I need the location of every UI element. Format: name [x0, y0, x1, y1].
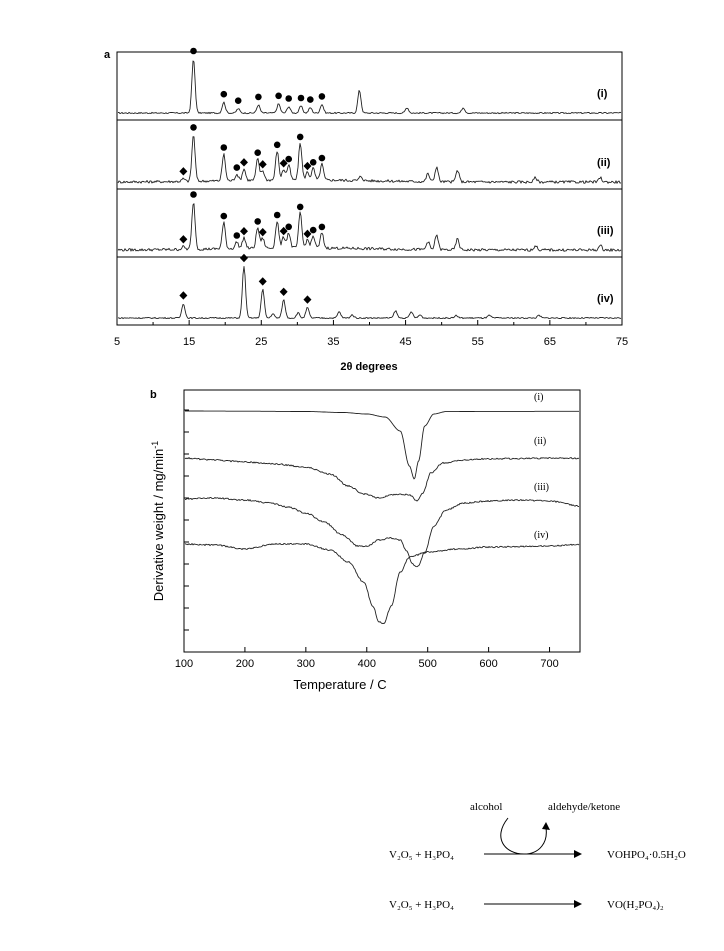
dtg-curve-line [184, 496, 580, 568]
circle-phase-marker [220, 212, 228, 220]
diamond-phase-marker [179, 291, 188, 300]
dtg-series-label: (iii) [534, 482, 549, 493]
circle-phase-marker [273, 141, 281, 149]
xrd-x-tick-label: 65 [544, 336, 556, 348]
xrd-pattern-line [117, 136, 622, 184]
circle-phase-marker [307, 96, 314, 103]
dtg-x-tick-label: 700 [540, 658, 558, 670]
diamond-phase-marker [258, 160, 267, 169]
dtg-panel: b (i) (ii) (iii) (iv) 100 200 300 400 500 600 700… [150, 389, 581, 692]
reaction-2-arrow-head [574, 900, 582, 908]
dtg-x-tick-label: 500 [419, 658, 437, 670]
reaction-1-product: VOHPO₄·0.5H₂O [607, 849, 686, 861]
circle-phase-marker [220, 90, 228, 98]
panel-letter-a: a [104, 49, 111, 61]
circle-phase-marker [275, 92, 282, 100]
circle-phase-marker [285, 155, 293, 163]
diamond-phase-marker [303, 229, 312, 239]
dtg-y-axis-label-superscript: -1 [150, 441, 160, 449]
circle-phase-marker [220, 144, 228, 151]
diamond-phase-marker [179, 235, 188, 244]
reaction-2-product: VO(H₂PO₄)₂ [607, 899, 664, 911]
circle-phase-marker [318, 93, 326, 100]
panel-letter-b: b [150, 389, 157, 401]
diamond-phase-marker [239, 226, 248, 236]
xrd-x-tick-label: 45 [399, 336, 411, 348]
diamond-phase-marker [258, 277, 267, 286]
diamond-phase-marker [303, 295, 312, 304]
diamond-phase-marker [303, 161, 312, 171]
xrd-pattern-line [117, 60, 622, 115]
circle-phase-marker [309, 226, 317, 234]
diamond-phase-marker [279, 226, 288, 236]
reaction-1-reactants: V₂O₅ + H₃PO₄ [389, 849, 454, 861]
diamond-phase-marker [179, 167, 188, 176]
dtg-x-tick-label: 100 [175, 658, 193, 670]
circle-phase-marker [254, 218, 261, 225]
circle-phase-marker [255, 93, 262, 101]
circle-phase-marker [273, 211, 281, 219]
dtg-x-tick-label: 200 [236, 658, 254, 670]
xrd-x-tick-label: 5 [114, 336, 120, 348]
dtg-curve-line [185, 410, 579, 480]
circle-phase-marker [318, 154, 326, 162]
dtg-x-tick-label: 300 [297, 658, 315, 670]
dtg-y-axis-label: Derivative weight / mg/min-1 [150, 441, 166, 601]
curved-arrow [500, 817, 547, 855]
dtg-x-tick-label: 400 [358, 658, 376, 670]
circle-phase-marker [318, 223, 326, 231]
diamond-phase-marker [239, 158, 248, 167]
dtg-series-label: (i) [534, 392, 543, 403]
diamond-phase-marker [239, 253, 248, 263]
circle-phase-marker [190, 191, 197, 198]
reagent-alcohol: alcohol [470, 801, 502, 813]
xrd-x-tick-label: 75 [616, 336, 628, 348]
circle-phase-marker [190, 124, 197, 131]
circle-phase-marker [285, 223, 293, 231]
dtg-frame [183, 389, 581, 653]
xrd-panel: a (i) (ii) (iii) (iv) 5 15 25 35 45 55 65 75 2θ de… [104, 47, 628, 373]
circle-phase-marker [297, 94, 305, 102]
dtg-series-label: (ii) [534, 436, 546, 447]
xrd-series-label: (ii) [597, 157, 611, 169]
dtg-y-axis-label-text: Derivative weight / mg/min [151, 449, 166, 601]
xrd-series-label: (i) [597, 88, 608, 100]
diamond-phase-marker [258, 227, 267, 237]
xrd-x-tick-label: 15 [183, 336, 195, 348]
reaction-2-reactants: V₂O₅ + H₃PO₄ [389, 899, 454, 911]
reaction-scheme: alcohol aldehyde/ketone V₂O₅ + H₃PO₄ VOH… [389, 801, 686, 911]
circle-phase-marker [296, 203, 304, 211]
xrd-pattern-line [117, 203, 622, 252]
dtg-series-label: (iv) [534, 530, 548, 541]
circle-phase-marker [285, 95, 293, 102]
circle-phase-marker [254, 149, 261, 156]
circle-phase-marker [233, 232, 241, 239]
xrd-series-label: (iv) [597, 293, 614, 305]
dtg-curve-line [184, 542, 580, 624]
circle-phase-marker [190, 47, 197, 55]
xrd-x-tick-label: 35 [327, 336, 339, 348]
reaction-1-arrow-head [574, 850, 582, 858]
dtg-curve-line [184, 457, 580, 502]
curved-arrow-head [542, 822, 550, 830]
diamond-phase-marker [279, 159, 288, 168]
xrd-x-tick-label: 55 [472, 336, 484, 348]
xrd-pattern-line [117, 266, 622, 320]
circle-phase-marker [233, 164, 241, 171]
circle-phase-marker [234, 97, 242, 104]
dtg-x-axis-label: Temperature / C [293, 677, 386, 692]
product-aldehyde-ketone: aldehyde/ketone [548, 801, 620, 813]
dtg-x-tick-label: 600 [479, 658, 497, 670]
circle-phase-marker [309, 159, 317, 166]
xrd-x-axis-label: 2θ degrees [340, 361, 397, 373]
xrd-x-tick-label: 25 [255, 336, 267, 348]
xrd-series-label: (iii) [597, 225, 614, 237]
circle-phase-marker [296, 133, 304, 141]
diamond-phase-marker [279, 287, 288, 296]
